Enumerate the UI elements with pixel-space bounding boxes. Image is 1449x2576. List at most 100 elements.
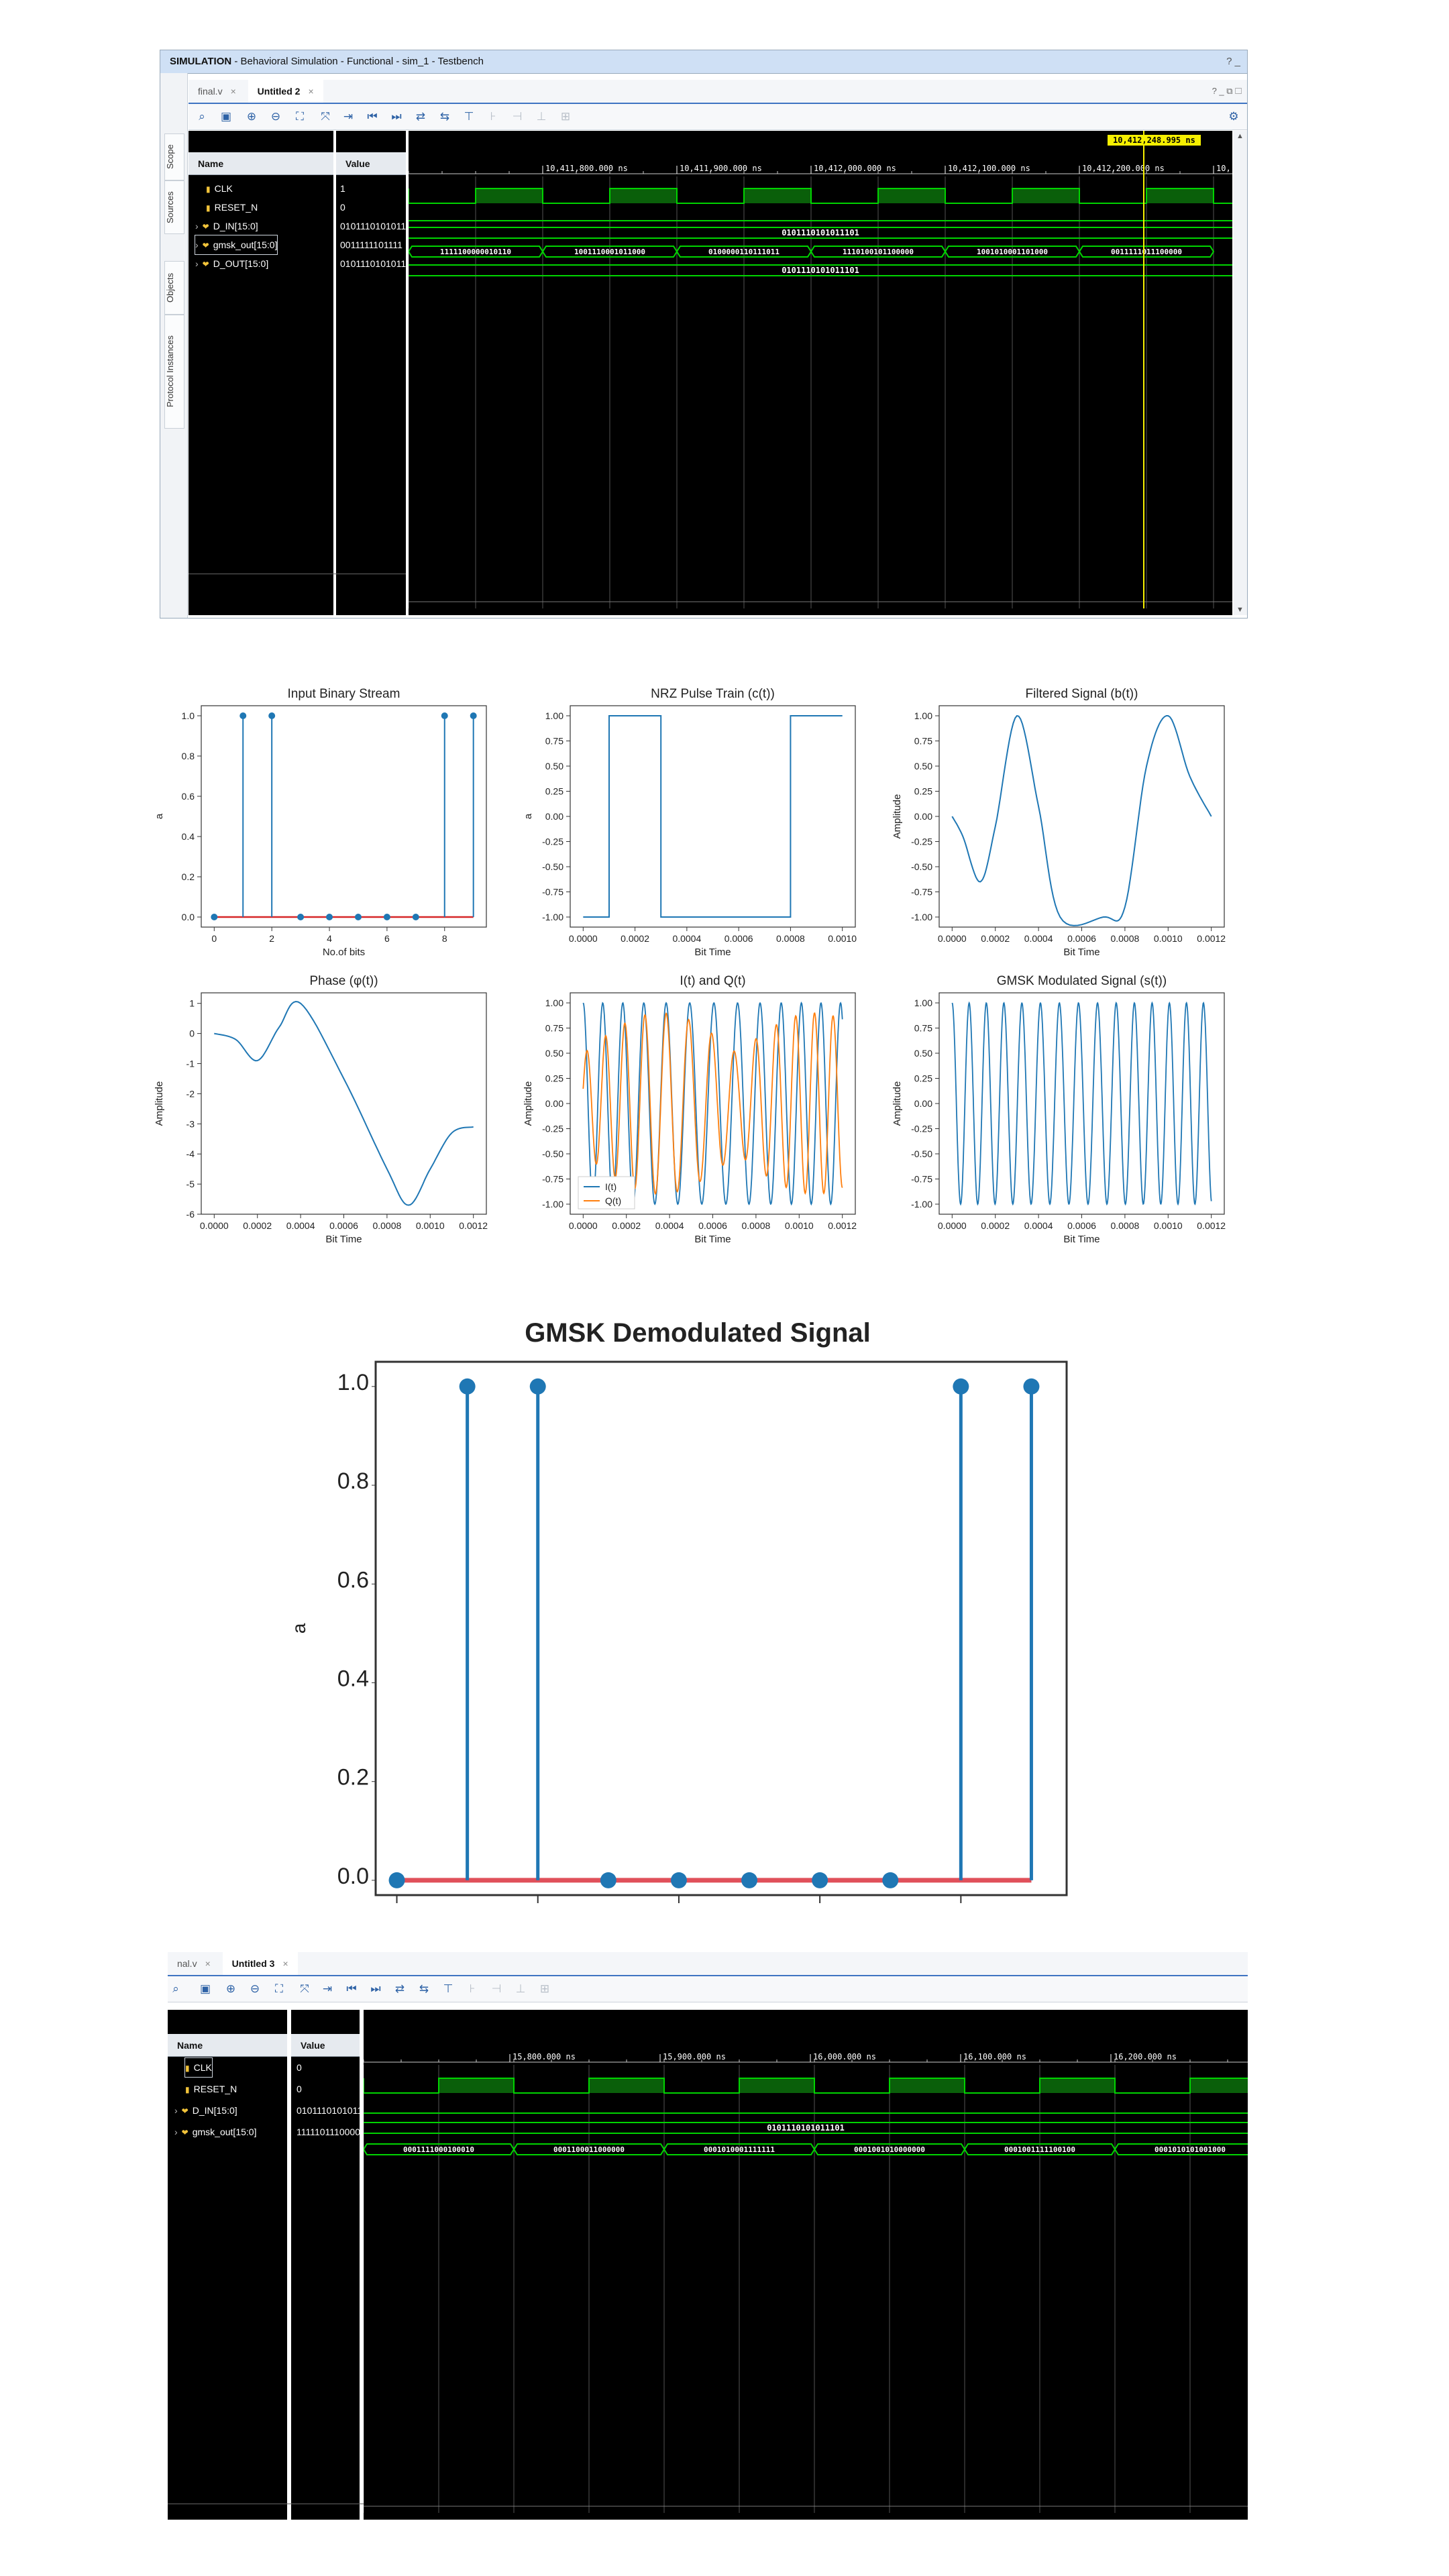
waveform-pane-2[interactable]: 15,800.000 ns 15,900.000 ns 16,000.000 ns 1… — [364, 2010, 1248, 2520]
signal-row-d_in[interactable]: › ❤ D_IN[15:0] — [195, 217, 258, 235]
help-controls[interactable]: ? _ — [1226, 56, 1240, 67]
save-icon[interactable]: ▣ — [199, 1982, 211, 1995]
go-to-start-icon[interactable]: ⏮ — [367, 110, 378, 123]
signal-row-gmsk_out[interactable]: › ❤ gmsk_out[15:0] — [194, 235, 278, 255]
y-tick-label: -4 — [186, 1148, 195, 1159]
signal-value: 1 — [340, 183, 345, 194]
expand-chevron-icon[interactable]: › — [195, 258, 199, 269]
filtered-series-line — [951, 714, 1212, 926]
tab-untitled-3[interactable]: Untitled 3 × — [222, 1952, 298, 1975]
waveform-pane[interactable]: 10,411,800.000 ns 10,411,900.000 ns 10,412… — [409, 131, 1232, 615]
signal-row-d_out[interactable]: › ❤ D_OUT[15:0] — [195, 254, 268, 273]
marker-icon[interactable]: ⇥ — [343, 110, 354, 123]
wave-toolbar-2: ⌕ ▣ ⊕ ⊖ ⛶ ⤧ ⇥ ⏮ ⏭ ⇄ ⇆ ⊤ ⊦ ⊣ ⊥ ⊞ — [168, 1976, 1248, 2002]
x-tick-label: 0.0010 — [1154, 933, 1183, 944]
next-marker-icon[interactable]: ⊣ — [491, 1982, 502, 1995]
y-tick-label: 0.75 — [914, 736, 932, 747]
cursor-time-marker[interactable]: 10,412,248.995 ns — [1108, 135, 1201, 146]
gmsk-out-bus-segment-value: 1111100000010110 — [440, 248, 511, 256]
stem-marker — [211, 914, 218, 920]
pane-divider[interactable] — [360, 2010, 364, 2520]
column-divider[interactable] — [287, 2010, 291, 2520]
add-marker-icon[interactable]: ⊤ — [443, 1982, 453, 1995]
vertical-scrollbar[interactable]: ▲ ▼ — [1234, 131, 1247, 615]
add-marker-icon[interactable]: ⊤ — [464, 110, 474, 123]
expand-chevron-icon[interactable]: › — [195, 221, 199, 231]
x-tick-label: 0.0002 — [612, 1220, 641, 1231]
zoom-out-icon[interactable]: ⊖ — [270, 110, 281, 123]
tab-untitled-2[interactable]: Untitled 2 × — [248, 80, 323, 103]
y-tick-label: 1.0 — [182, 710, 195, 721]
name-column-header[interactable]: Name — [189, 152, 333, 175]
plot-xlabel: Bit Time — [1063, 1234, 1099, 1245]
y-tick-label: 0.25 — [914, 786, 932, 797]
next-marker-icon[interactable]: ⊣ — [512, 110, 523, 123]
demod-canvas: GMSK Demodulated Signal 0.0 0.2 0.4 0.6 0.8 1.… — [288, 1318, 1068, 1903]
delete-all-markers-icon[interactable]: ⊞ — [539, 1982, 550, 1995]
zoom-fit-icon[interactable]: ⛶ — [296, 110, 304, 123]
signal-row-d_in[interactable]: › ❤ D_IN[15:0] — [174, 2101, 237, 2120]
marker-icon[interactable]: ⇥ — [322, 1982, 333, 1995]
delete-marker-icon[interactable]: ⊥ — [536, 110, 547, 123]
close-icon[interactable]: × — [282, 1958, 288, 1969]
waveform-canvas-2[interactable]: 15,800.000 ns 15,900.000 ns 16,000.000 ns 1… — [364, 2010, 1248, 2520]
value-column-header[interactable]: Value — [336, 152, 406, 175]
signal-row-reset_n[interactable]: ▮ RESET_N — [206, 198, 258, 217]
tab-final-v[interactable]: final.v × — [189, 80, 246, 103]
cursor-snap-icon[interactable]: ⤧ — [300, 1982, 309, 1995]
swap-down-icon[interactable]: ⇆ — [439, 110, 450, 123]
stem-marker — [412, 914, 419, 920]
zoom-out-icon[interactable]: ⊖ — [250, 1982, 260, 1995]
side-tab-scope[interactable]: Scope — [164, 133, 184, 180]
swap-icon[interactable]: ⇄ — [415, 110, 426, 123]
value-column-header[interactable]: Value — [291, 2034, 362, 2057]
save-icon[interactable]: ▣ — [220, 110, 232, 123]
zoom-in-icon[interactable]: ⊕ — [246, 110, 257, 123]
gmsk-out-bus-segment-value: 0001001111100100 — [1004, 2145, 1075, 2154]
search-icon[interactable]: ⌕ — [199, 110, 205, 123]
expand-chevron-icon[interactable]: › — [195, 239, 199, 250]
scroll-up-icon[interactable]: ▲ — [1236, 132, 1244, 140]
search-icon[interactable]: ⌕ — [172, 1982, 179, 1995]
bus-signal-icon: ❤ — [181, 2128, 189, 2137]
window-controls[interactable]: ? _ ⧉ ☐ — [1212, 86, 1242, 96]
signal-row-gmsk_out[interactable]: › ❤ gmsk_out[15:0] — [174, 2123, 256, 2141]
close-icon[interactable]: × — [230, 86, 236, 97]
side-tab-sources[interactable]: Sources — [164, 180, 184, 234]
zoom-fit-icon[interactable]: ⛶ — [275, 1982, 283, 1995]
signal-row-reset_n[interactable]: ▮ RESET_N — [185, 2080, 237, 2098]
expand-chevron-icon[interactable]: › — [174, 2127, 178, 2137]
close-icon[interactable]: × — [205, 1958, 211, 1969]
signal-row-clk[interactable]: ▮ CLK — [206, 179, 233, 198]
expand-chevron-icon[interactable]: › — [174, 2105, 178, 2116]
settings-gear-icon[interactable]: ⚙ — [1228, 110, 1239, 123]
close-icon[interactable]: × — [308, 86, 314, 97]
tab-final-v[interactable]: nal.v × — [168, 1952, 220, 1975]
swap-down-icon[interactable]: ⇆ — [419, 1982, 429, 1995]
scroll-down-icon[interactable]: ▼ — [1236, 606, 1244, 614]
x-tick-label: 0.0006 — [329, 1220, 358, 1231]
delete-all-markers-icon[interactable]: ⊞ — [560, 110, 571, 123]
swap-icon[interactable]: ⇄ — [394, 1982, 405, 1995]
name-column-header[interactable]: Name — [168, 2034, 287, 2057]
column-divider[interactable] — [333, 131, 336, 615]
delete-marker-icon[interactable]: ⊥ — [515, 1982, 526, 1995]
time-tick-label: 16,200.000 ns — [1114, 2052, 1177, 2061]
cursor-snap-icon[interactable]: ⤧ — [321, 110, 330, 123]
pane-divider[interactable] — [406, 131, 409, 615]
waveform-canvas[interactable]: 10,411,800.000 ns 10,411,900.000 ns 10,412… — [409, 131, 1232, 615]
zoom-in-icon[interactable]: ⊕ — [225, 1982, 236, 1995]
go-to-end-icon[interactable]: ⏭ — [391, 110, 402, 123]
go-to-start-icon[interactable]: ⏮ — [346, 1982, 357, 1995]
x-tick-label: 0 — [211, 933, 217, 944]
x-tick-label: 0.0010 — [416, 1220, 445, 1231]
prev-marker-icon[interactable]: ⊦ — [469, 1982, 476, 1995]
go-to-end-icon[interactable]: ⏭ — [370, 1982, 381, 1995]
prev-marker-icon[interactable]: ⊦ — [490, 110, 496, 123]
d-out-bus-rails — [409, 264, 1232, 276]
bus-signal-icon: ❤ — [181, 2106, 189, 2116]
signal-row-clk[interactable]: ▮ CLK — [184, 2057, 213, 2078]
side-tab-protocol-instances[interactable]: Protocol Instances — [164, 315, 184, 429]
x-tick-label: 0.0000 — [938, 933, 967, 944]
side-tab-objects[interactable]: Objects — [164, 261, 184, 315]
